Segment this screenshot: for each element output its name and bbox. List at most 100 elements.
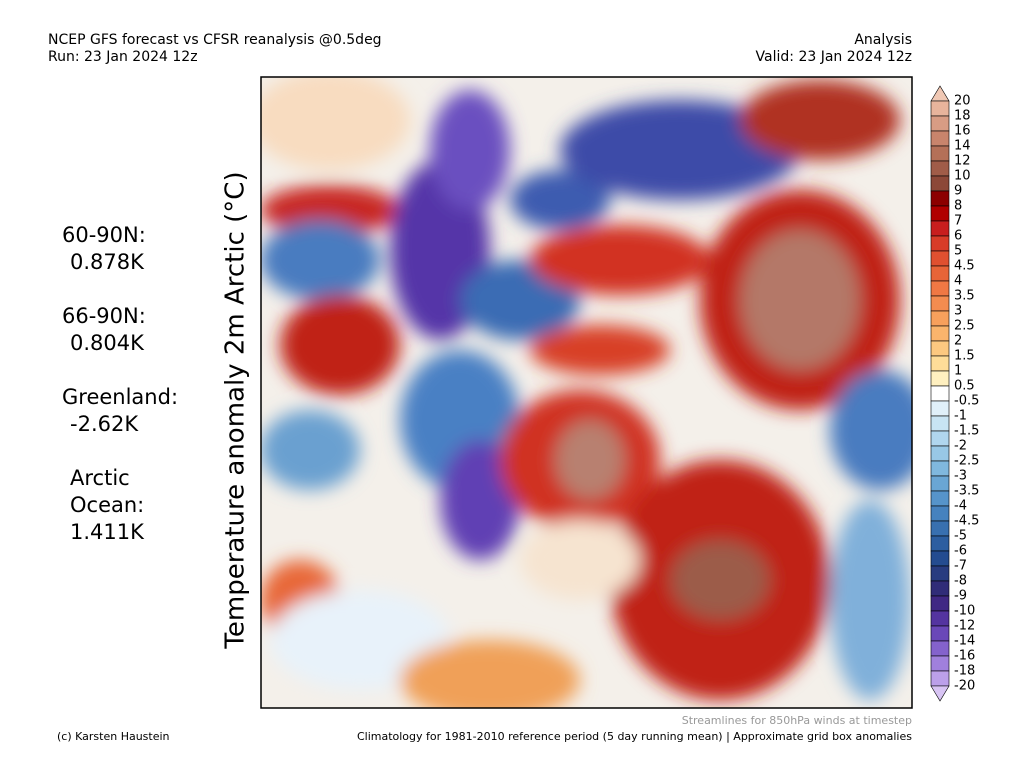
colorbar-label: -12 xyxy=(954,619,975,634)
streamlines-note: Streamlines for 850hPa winds at timestep xyxy=(682,714,912,727)
colorbar-box xyxy=(930,475,950,492)
run: Run: 23 Jan 2024 12z xyxy=(48,49,198,65)
colorbar-label: -7 xyxy=(954,559,967,574)
stat-label: Greenland: xyxy=(62,385,178,409)
colorbar-box xyxy=(930,655,950,672)
colorbar-box xyxy=(930,445,950,462)
colorbar-box xyxy=(930,250,950,267)
colorbar-label: -14 xyxy=(954,634,975,649)
colorbar-label: -5 xyxy=(954,529,967,544)
colorbar-label: 4 xyxy=(954,274,962,289)
colorbar-box xyxy=(930,340,950,357)
colorbar-box xyxy=(930,430,950,447)
colorbar-label: -1 xyxy=(954,409,967,424)
colorbar-box xyxy=(930,310,950,327)
colorbar-label: 2.5 xyxy=(954,319,975,334)
colorbar-box xyxy=(930,295,950,312)
colorbar-label: -20 xyxy=(954,679,975,694)
colorbar-label: -0.5 xyxy=(954,394,979,409)
stat-label: 66-90N: xyxy=(62,304,146,328)
colorbar-box xyxy=(930,115,950,132)
colorbar-box xyxy=(930,565,950,582)
stat-label: Ocean: xyxy=(70,493,144,517)
credit: (c) Karsten Haustein xyxy=(57,730,170,743)
stat-label: Arctic xyxy=(70,466,130,490)
colorbar-box xyxy=(930,235,950,252)
colorbar-label: -2 xyxy=(954,439,967,454)
colorbar-label: 3 xyxy=(954,304,962,319)
colorbar-label: -8 xyxy=(954,574,967,589)
colorbar-box xyxy=(930,220,950,237)
colorbar-label: -9 xyxy=(954,589,967,604)
colorbar-label: -10 xyxy=(954,604,975,619)
colorbar-box xyxy=(930,265,950,282)
stat-label: 60-90N: xyxy=(62,223,146,247)
colorbar-label: -16 xyxy=(954,649,975,664)
colorbar-box xyxy=(930,670,950,687)
colorbar-label: -2.5 xyxy=(954,454,979,469)
colorbar-label: -3 xyxy=(954,469,967,484)
colorbar-box xyxy=(930,190,950,207)
axis-label: Temperature anomaly 2m Arctic (°C) xyxy=(221,171,251,649)
colorbar-box xyxy=(930,370,950,387)
colorbar-box xyxy=(930,550,950,567)
colorbar-box xyxy=(930,355,950,372)
colorbar-top xyxy=(930,85,950,102)
colorbar-box xyxy=(930,400,950,417)
mode: Analysis xyxy=(854,32,912,48)
colorbar-box xyxy=(930,520,950,537)
colorbar-label: -3.5 xyxy=(954,484,979,499)
colorbar-box xyxy=(930,415,950,432)
colorbar-label: 18 xyxy=(954,109,971,124)
colorbar-box xyxy=(930,280,950,297)
colorbar-box xyxy=(930,460,950,477)
colorbar-box xyxy=(930,160,950,177)
stat-value: 0.804K xyxy=(70,331,145,355)
colorbar-label: -4.5 xyxy=(954,514,979,529)
colorbar-box xyxy=(930,535,950,552)
stat-value: 0.878K xyxy=(70,250,145,274)
colorbar-label: 9 xyxy=(954,184,962,199)
colorbar-bottom xyxy=(930,685,950,702)
colorbar-label: 1.5 xyxy=(954,349,975,364)
colorbar-box xyxy=(930,325,950,342)
title: NCEP GFS forecast vs CFSR reanalysis @0.… xyxy=(48,32,382,48)
stat-value: -2.62K xyxy=(70,412,139,436)
colorbar-box xyxy=(930,610,950,627)
colorbar-box xyxy=(930,130,950,147)
colorbar-label: 14 xyxy=(954,139,971,154)
colorbar-box xyxy=(930,145,950,162)
climatology-note: Climatology for 1981-2010 reference peri… xyxy=(357,730,912,743)
colorbar-label: -18 xyxy=(954,664,975,679)
colorbar-box xyxy=(930,595,950,612)
colorbar-label: -6 xyxy=(954,544,967,559)
colorbar-box xyxy=(930,490,950,507)
colorbar-label: 20 xyxy=(954,94,971,109)
colorbar-label: 10 xyxy=(954,169,971,184)
colorbar-label: 12 xyxy=(954,154,971,169)
map-frame xyxy=(260,76,913,709)
colorbar-box xyxy=(930,175,950,192)
colorbar-label: -1.5 xyxy=(954,424,979,439)
colorbar-box xyxy=(930,625,950,642)
map xyxy=(261,77,912,708)
colorbar-label: 16 xyxy=(954,124,971,139)
colorbar-box xyxy=(930,100,950,117)
colorbar-label: 7 xyxy=(954,214,962,229)
colorbar-box xyxy=(930,580,950,597)
colorbar-label: -4 xyxy=(954,499,967,514)
colorbar-label: 8 xyxy=(954,199,962,214)
stat-value: 1.411K xyxy=(70,520,145,544)
colorbar-label: 4.5 xyxy=(954,259,975,274)
valid: Valid: 23 Jan 2024 12z xyxy=(756,49,912,65)
colorbar-box xyxy=(930,640,950,657)
colorbar-box xyxy=(930,205,950,222)
colorbar-label: 2 xyxy=(954,334,962,349)
colorbar-label: 0.5 xyxy=(954,379,975,394)
colorbar-label: 6 xyxy=(954,229,962,244)
colorbar-label: 5 xyxy=(954,244,962,259)
colorbar-box xyxy=(930,385,950,402)
colorbar-label: 1 xyxy=(954,364,962,379)
